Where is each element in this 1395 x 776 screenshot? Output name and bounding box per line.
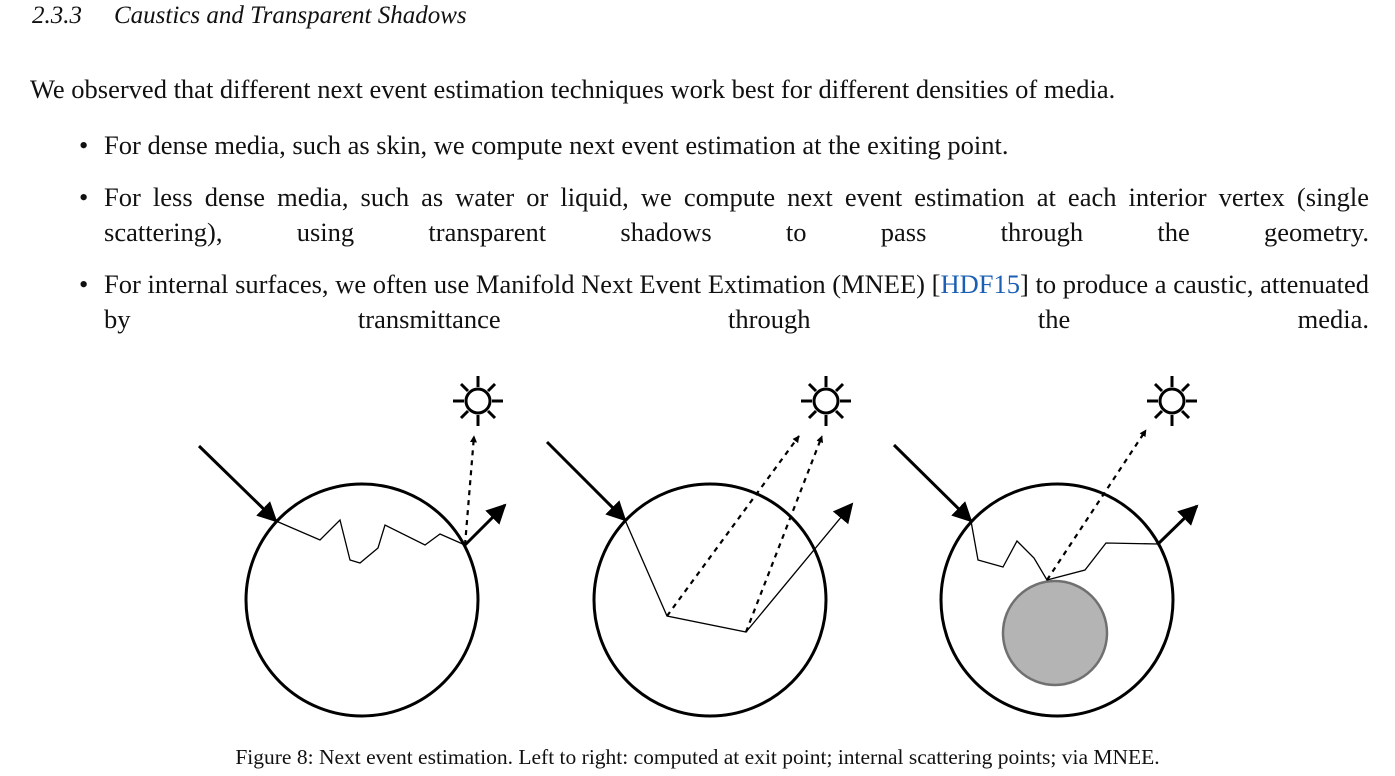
- outgoing-ray-arrow: [463, 503, 507, 547]
- shadow-ray: [463, 435, 477, 546]
- panel-internal-scattering: [545, 376, 854, 718]
- figure-caption: Figure 8: Next event estimation. Left to…: [235, 745, 1160, 769]
- list-item: For internal surfaces, we often use Mani…: [79, 267, 1369, 337]
- section-number: 2.3.3: [32, 2, 82, 29]
- sun-icon: [801, 376, 851, 426]
- incoming-ray-arrow: [545, 440, 627, 522]
- incoming-ray-arrow: [197, 444, 278, 523]
- section-title: Caustics and Transparent Shadows: [114, 2, 467, 29]
- scatter-path: [275, 518, 466, 564]
- shadow-ray: [1046, 429, 1147, 581]
- scatter-path: [970, 520, 1159, 581]
- media-sphere: [592, 482, 828, 718]
- shadow-ray: [744, 435, 824, 633]
- incoming-ray-arrow: [892, 443, 973, 523]
- sun-icon: [453, 376, 503, 426]
- list-item-text: For internal surfaces, we often use Mani…: [104, 269, 941, 299]
- list-item: For less dense media, such as water or l…: [79, 180, 1369, 250]
- media-sphere: [939, 482, 1175, 718]
- scatter-path: [624, 502, 854, 633]
- sun-icon: [1147, 376, 1197, 426]
- outgoing-ray-arrow: [1156, 504, 1199, 546]
- list-item-text: ] to produce a caustic, attenuated by tr…: [104, 269, 1369, 334]
- intro-paragraph: We observed that different next event es…: [30, 74, 1116, 104]
- panel-mnee: [892, 376, 1199, 718]
- citation-link[interactable]: HDF15: [940, 269, 1021, 299]
- shadow-ray: [666, 435, 800, 617]
- inner-sphere: [1001, 579, 1109, 687]
- list-item: For dense media, such as skin, we comput…: [79, 128, 1369, 163]
- section-heading: 2.3.3 Caustics and Transparent Shadows: [32, 2, 467, 30]
- panel-exit-point: [197, 376, 507, 718]
- media-sphere: [244, 482, 480, 718]
- bullet-list: For dense media, such as skin, we comput…: [79, 128, 1369, 354]
